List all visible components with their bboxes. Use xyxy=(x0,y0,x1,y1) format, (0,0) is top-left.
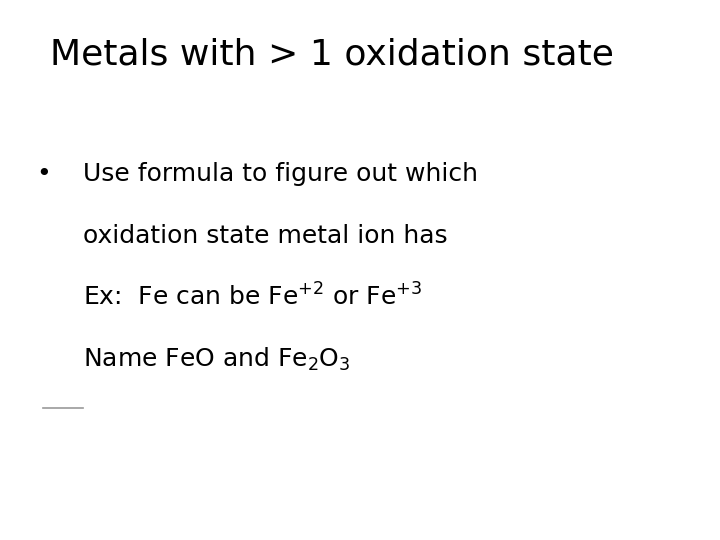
Text: Metals with > 1 oxidation state: Metals with > 1 oxidation state xyxy=(50,38,614,72)
Text: oxidation state metal ion has: oxidation state metal ion has xyxy=(83,224,447,248)
Text: Name FeO and Fe$_{2}$O$_{3}$: Name FeO and Fe$_{2}$O$_{3}$ xyxy=(83,346,351,373)
Text: Ex:  Fe can be Fe$^{+2}$ or Fe$^{+3}$: Ex: Fe can be Fe$^{+2}$ or Fe$^{+3}$ xyxy=(83,284,422,310)
Text: Use formula to figure out which: Use formula to figure out which xyxy=(83,162,478,186)
Text: •: • xyxy=(36,162,50,186)
